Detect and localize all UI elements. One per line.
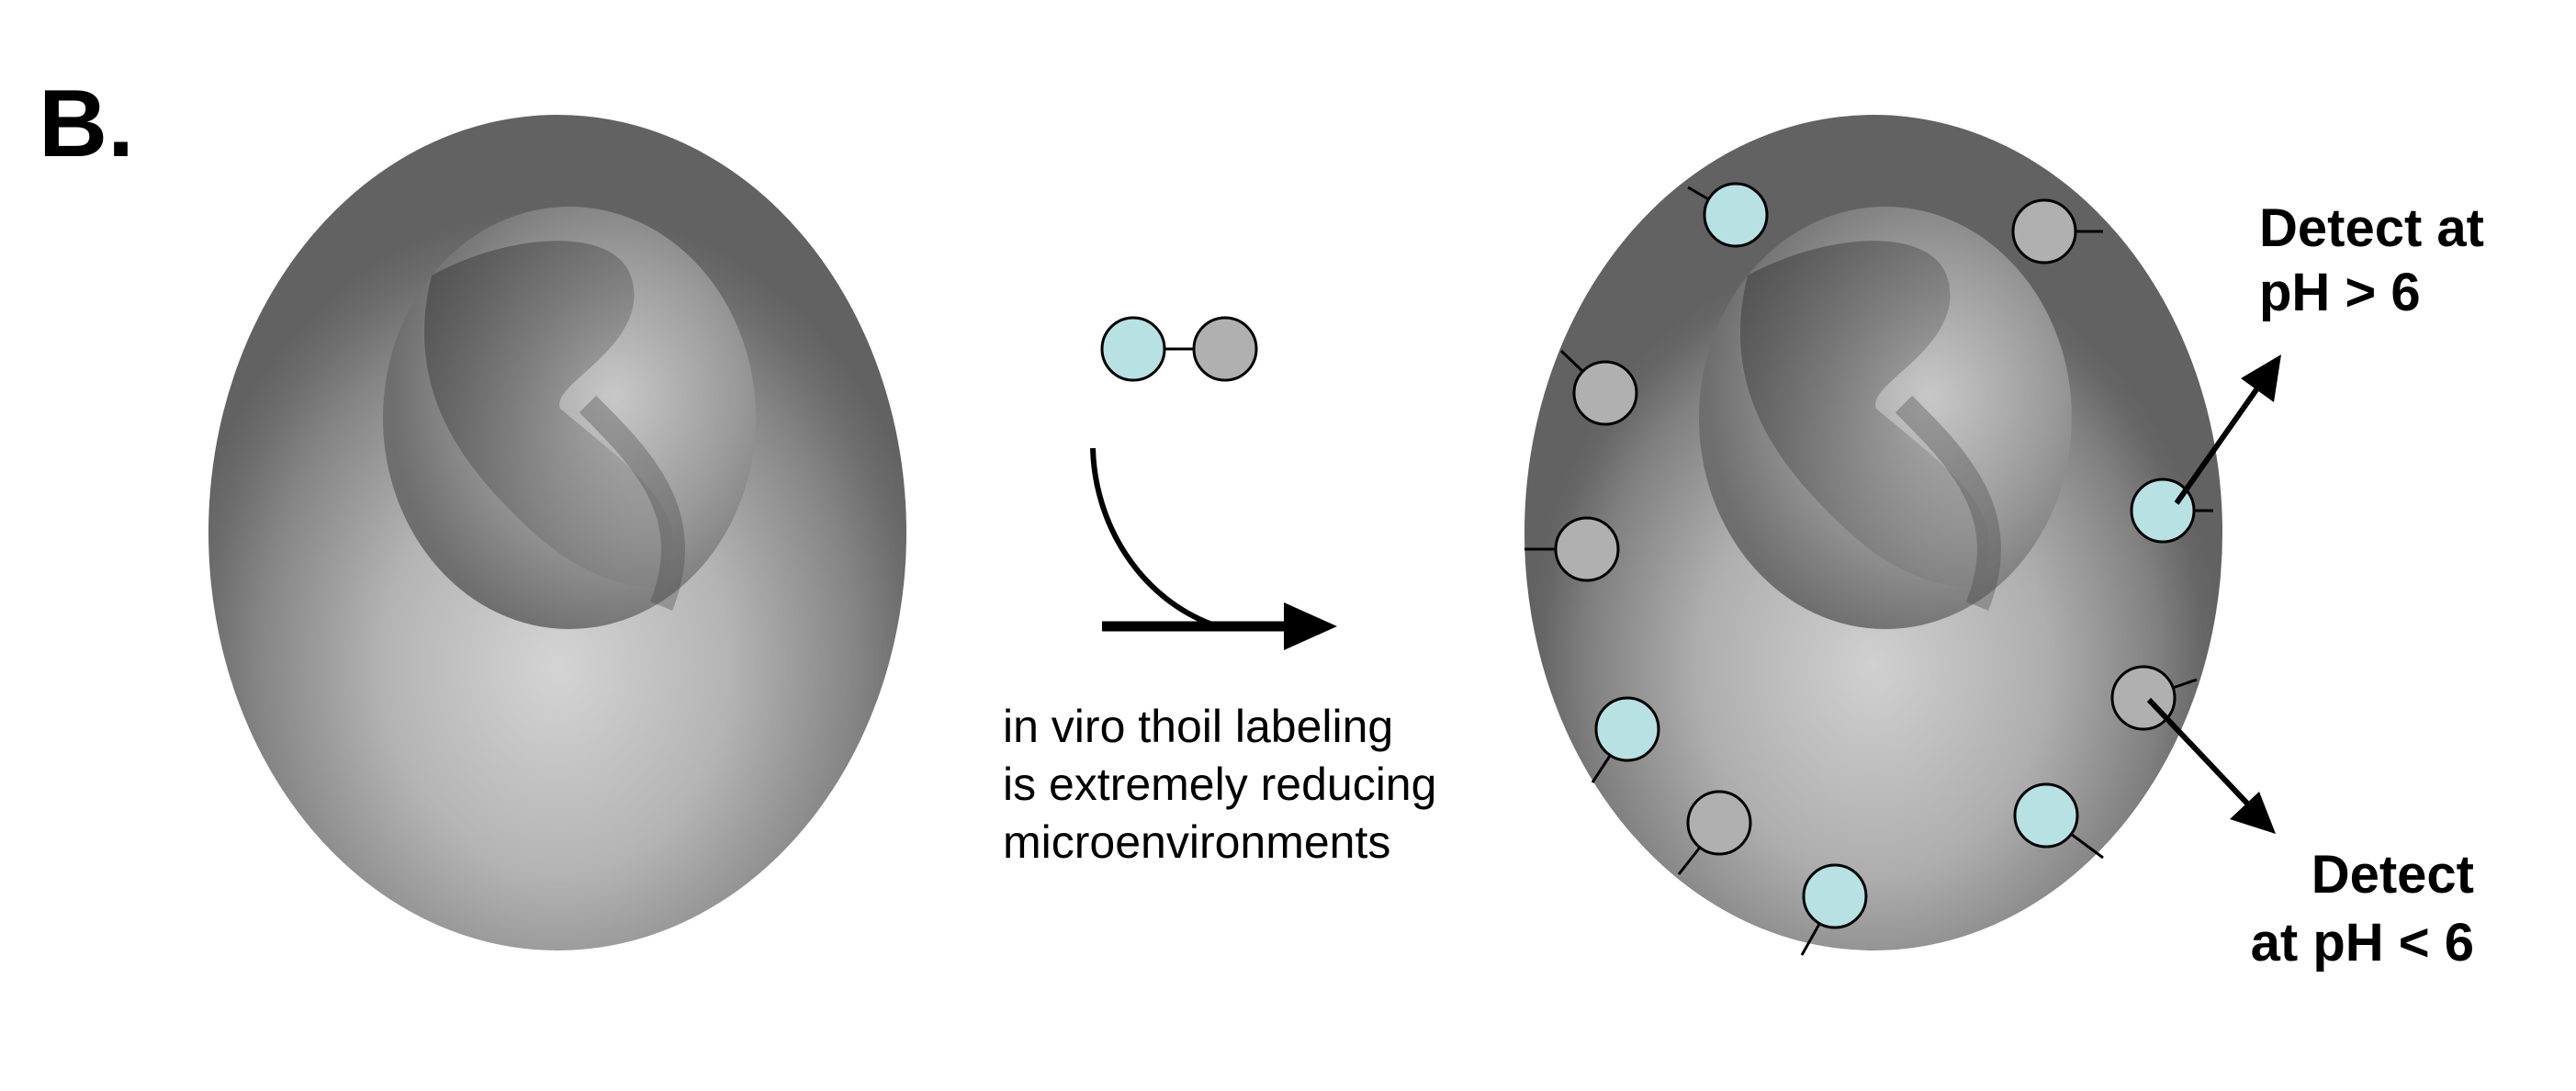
detect-high-line-1: Detect at bbox=[2259, 198, 2484, 258]
gray-probe bbox=[1572, 360, 1638, 426]
detect-low-line-1: Detect bbox=[2312, 845, 2474, 905]
panel-label: B. bbox=[39, 71, 134, 177]
cyan-probe bbox=[1594, 696, 1660, 762]
detect-high-label: Detect at pH > 6 bbox=[2259, 198, 2484, 322]
cyan-probe bbox=[1100, 316, 1166, 382]
gray-probe bbox=[1554, 516, 1620, 582]
cyan-probe bbox=[1802, 863, 1868, 929]
reaction-arrow bbox=[1090, 447, 1337, 650]
detect-low-arrow bbox=[2146, 697, 2276, 834]
detect-low-line-2: at pH < 6 bbox=[2251, 913, 2474, 973]
detect-high-arrow bbox=[2174, 354, 2281, 505]
probe-pair bbox=[1100, 316, 1258, 382]
cyan-probe bbox=[2130, 478, 2196, 544]
gray-probe bbox=[2011, 198, 2077, 264]
unlabeled-cell bbox=[208, 115, 906, 950]
surface-probes bbox=[1524, 182, 2213, 956]
cyan-probe bbox=[1703, 182, 1769, 248]
labeled-cell bbox=[1524, 115, 2222, 956]
gray-probe bbox=[1192, 316, 1258, 382]
detect-low-label: Detect at pH < 6 bbox=[2251, 845, 2474, 973]
caption-line-3: microenvironments bbox=[1003, 816, 1390, 868]
caption-line-1: in viro thoil labeling bbox=[1003, 701, 1393, 752]
detect-high-line-2: pH > 6 bbox=[2259, 263, 2421, 322]
gray-probe bbox=[1686, 790, 1752, 856]
nucleus bbox=[383, 207, 756, 629]
caption-line-2: is extremely reducing bbox=[1003, 759, 1436, 810]
reaction-caption: in viro thoil labeling is extremely redu… bbox=[1003, 701, 1436, 868]
cyan-probe bbox=[2013, 782, 2079, 849]
nucleus bbox=[1699, 207, 2072, 629]
